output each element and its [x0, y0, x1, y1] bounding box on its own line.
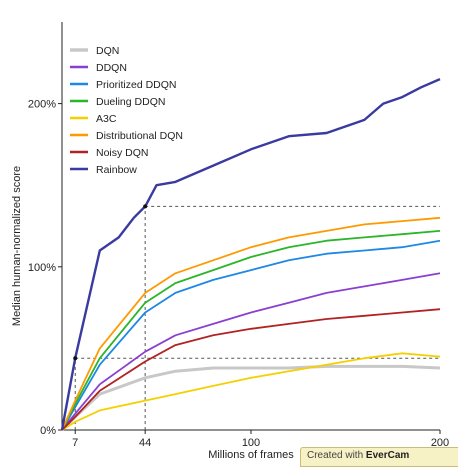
- y-tick-label: 100%: [28, 262, 56, 274]
- series-line-dqn: [60, 364, 441, 432]
- y-axis-label: Median human-normalized score: [11, 166, 23, 326]
- x-axis-label: Millions of frames: [208, 449, 294, 461]
- legend-label: Distributional DQN: [96, 130, 183, 142]
- watermark-brand: EverCam: [365, 450, 410, 461]
- legend-label: DQN: [96, 45, 119, 57]
- legend-label: Dueling DDQN: [96, 96, 165, 108]
- series-line-rainbow: [60, 77, 441, 431]
- series-line-prioritized-ddqn: [61, 239, 441, 431]
- milestone-point: [143, 204, 148, 209]
- series-line-a3c: [61, 352, 441, 431]
- series-line-ddqn: [61, 272, 441, 431]
- y-tick-label: 0%: [40, 425, 56, 437]
- x-tick-label: 7: [72, 437, 78, 449]
- x-tick-label: 200: [431, 437, 449, 449]
- milestone-point: [73, 356, 78, 361]
- series-line-dueling-ddqn: [61, 230, 441, 431]
- x-tick-label: 100: [242, 437, 260, 449]
- series-line-distributional-dqn: [61, 216, 441, 431]
- watermark-prefix: Created with: [307, 450, 366, 461]
- legend-label: A3C: [96, 113, 117, 125]
- y-tick-label: 200%: [28, 99, 56, 111]
- legend-label: DDQN: [96, 62, 127, 74]
- legend-label: Noisy DQN: [96, 147, 149, 159]
- legend-label: Rainbow: [96, 164, 137, 176]
- series-line-noisy-dqn: [61, 308, 441, 431]
- legend-label: Prioritized DDQN: [96, 79, 177, 91]
- watermark-banner: Created with EverCam: [300, 447, 458, 467]
- x-tick-label: 44: [139, 437, 151, 449]
